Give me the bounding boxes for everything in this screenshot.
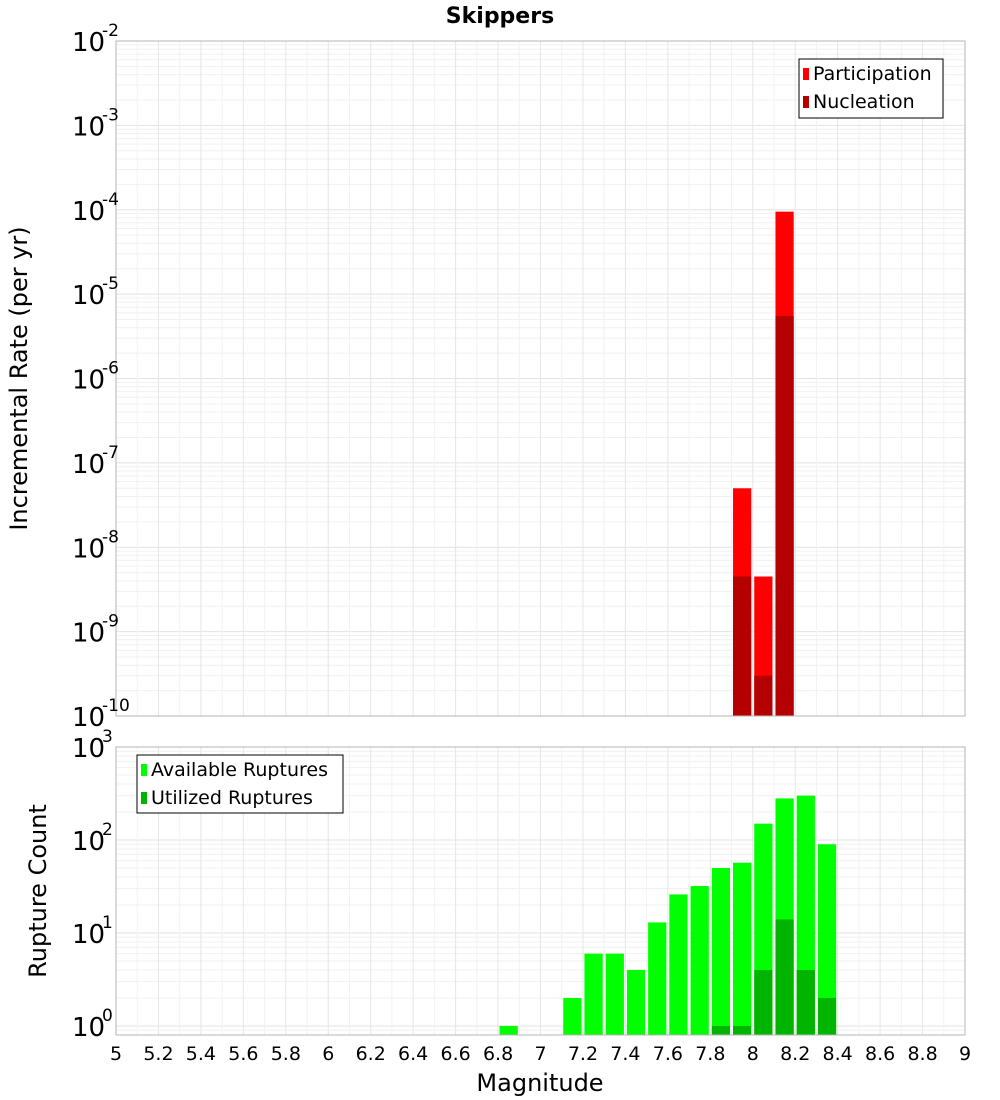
x-tick-label: 5.4 (186, 1043, 216, 1065)
bar-available-ruptures (817, 844, 837, 1035)
y-tick-exponent: 1 (102, 913, 113, 933)
plot-frame (115, 746, 966, 1036)
x-axis: 5 5.2 5.4 5.6 5.8 6 6.2 6.4 6.6 6.8 7 7.2 7.4 7.6 7.8 8… (110, 1043, 971, 1065)
legend-label: Utilized Ruptures (151, 787, 313, 809)
bar-nucleation (733, 576, 752, 716)
y-tick-label: 10 (72, 827, 105, 857)
x-tick-label: 7.8 (695, 1043, 725, 1065)
x-tick-label: 6.6 (440, 1043, 470, 1065)
bar-available-ruptures (711, 867, 731, 1035)
legend-label: Available Ruptures (151, 759, 328, 781)
bar-utilized-ruptures (754, 969, 773, 1035)
y-tick-exponent: -5 (102, 274, 119, 294)
x-tick-label: 5 (110, 1043, 122, 1065)
x-tick-label: 5.6 (228, 1043, 258, 1065)
x-tick-label: 8.6 (865, 1043, 895, 1065)
bar-utilized-ruptures (796, 969, 815, 1035)
bar-available-ruptures (584, 953, 603, 1035)
x-tick-label: 8.2 (780, 1043, 810, 1065)
x-tick-label: 9 (959, 1043, 971, 1065)
y-tick-exponent: -6 (102, 359, 119, 379)
y-tick-label: 10 (72, 619, 105, 649)
legend-swatch (803, 96, 809, 108)
x-tick-label: 5.8 (271, 1043, 301, 1065)
y-tick-label: 10 (72, 703, 105, 733)
rate-panel: 10-1010-910-810-710-610-510-410-310-2Inc… (5, 21, 966, 733)
y-tick-label: 10 (72, 281, 105, 311)
x-tick-label: 7.2 (568, 1043, 598, 1065)
legend-swatch (803, 68, 809, 80)
legend-box (798, 58, 944, 119)
x-axis-label: Magnitude (476, 1069, 603, 1097)
x-tick-label: 8.4 (823, 1043, 853, 1065)
x-tick-label: 7.6 (653, 1043, 683, 1065)
y-tick-exponent: -8 (102, 527, 119, 547)
x-tick-label: 6.8 (483, 1043, 513, 1065)
x-tick-label: 7 (534, 1043, 546, 1065)
y-tick-exponent: -4 (102, 190, 119, 210)
y-tick-exponent: 2 (102, 820, 113, 840)
bar-available-ruptures (648, 922, 667, 1035)
x-tick-label: 8 (747, 1043, 759, 1065)
y-tick-exponent: -10 (102, 696, 130, 716)
y-tick-label: 10 (72, 450, 105, 480)
bar-utilized-ruptures (733, 1025, 752, 1035)
x-tick-label: 6 (322, 1043, 334, 1065)
y-tick-exponent: 3 (102, 727, 113, 747)
bar-utilized-ruptures (711, 1025, 731, 1035)
bar-available-ruptures (563, 997, 582, 1035)
bar-available-ruptures (690, 886, 709, 1035)
y-tick-exponent: 0 (102, 1006, 113, 1026)
y-axis-label: Incremental Rate (per yr) (5, 226, 33, 530)
legend: Participation Nucleation (798, 58, 944, 119)
y-tick-exponent: -9 (102, 612, 119, 632)
y-tick-label: 10 (72, 197, 105, 227)
bar-available-ruptures (626, 969, 646, 1035)
x-tick-label: 5.2 (143, 1043, 173, 1065)
legend-swatch (141, 764, 147, 776)
bar-available-ruptures (605, 953, 624, 1035)
x-tick-label: 6.2 (356, 1043, 386, 1065)
legend: Available Ruptures Utilized Ruptures (136, 754, 344, 814)
plot-frame (115, 40, 966, 717)
legend-box (136, 754, 344, 814)
bar-available-ruptures (499, 1025, 518, 1035)
bar-nucleation (754, 675, 773, 716)
y-tick-label: 10 (72, 28, 105, 58)
y-tick-label: 10 (72, 734, 105, 764)
bar-utilized-ruptures (817, 997, 837, 1035)
bar-available-ruptures (733, 862, 752, 1035)
bar-available-ruptures (669, 894, 688, 1035)
x-tick-label: 6.4 (398, 1043, 428, 1065)
legend-label: Participation (813, 63, 932, 85)
y-tick-exponent: -2 (102, 21, 119, 41)
y-tick-exponent: -7 (102, 443, 119, 463)
x-tick-label: 7.4 (610, 1043, 640, 1065)
chart-title: Skippers (446, 4, 554, 29)
y-axis-label: Rupture Count (24, 804, 52, 978)
y-tick-label: 10 (72, 534, 105, 564)
legend-swatch (141, 792, 147, 804)
legend-label: Nucleation (813, 91, 915, 113)
y-tick-exponent: -3 (102, 105, 119, 125)
y-tick-label: 10 (72, 366, 105, 396)
bar-nucleation (775, 316, 794, 716)
y-tick-label: 10 (72, 112, 105, 142)
y-tick-label: 10 (72, 920, 105, 950)
x-tick-label: 8.8 (907, 1043, 937, 1065)
y-tick-label: 10 (72, 1013, 105, 1043)
bar-utilized-ruptures (775, 919, 794, 1035)
